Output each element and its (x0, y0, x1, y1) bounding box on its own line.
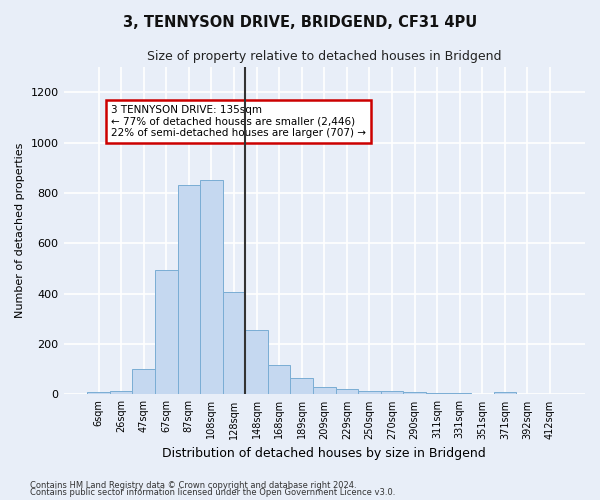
Bar (358, 392, 381, 394)
Bar (133, 369, 155, 394)
Text: Contains HM Land Registry data © Crown copyright and database right 2024.: Contains HM Land Registry data © Crown c… (30, 480, 356, 490)
Bar (426, 393, 448, 394)
Bar (403, 392, 426, 394)
Bar (245, 330, 268, 394)
Bar (178, 186, 200, 394)
Bar (268, 366, 290, 394)
Bar (110, 392, 133, 394)
Bar (381, 390, 403, 394)
Bar (87, 392, 110, 394)
Bar (313, 387, 335, 394)
Bar (290, 378, 313, 394)
Bar (335, 390, 358, 394)
Bar (494, 392, 516, 394)
Bar (200, 180, 223, 394)
Bar (448, 393, 471, 394)
Y-axis label: Number of detached properties: Number of detached properties (15, 143, 25, 318)
Text: Contains public sector information licensed under the Open Government Licence v3: Contains public sector information licen… (30, 488, 395, 497)
Bar (155, 270, 178, 394)
X-axis label: Distribution of detached houses by size in Bridgend: Distribution of detached houses by size … (163, 447, 486, 460)
Text: 3 TENNYSON DRIVE: 135sqm
← 77% of detached houses are smaller (2,446)
22% of sem: 3 TENNYSON DRIVE: 135sqm ← 77% of detach… (111, 104, 366, 138)
Bar (223, 292, 245, 394)
Text: 3, TENNYSON DRIVE, BRIDGEND, CF31 4PU: 3, TENNYSON DRIVE, BRIDGEND, CF31 4PU (123, 15, 477, 30)
Title: Size of property relative to detached houses in Bridgend: Size of property relative to detached ho… (147, 50, 502, 63)
